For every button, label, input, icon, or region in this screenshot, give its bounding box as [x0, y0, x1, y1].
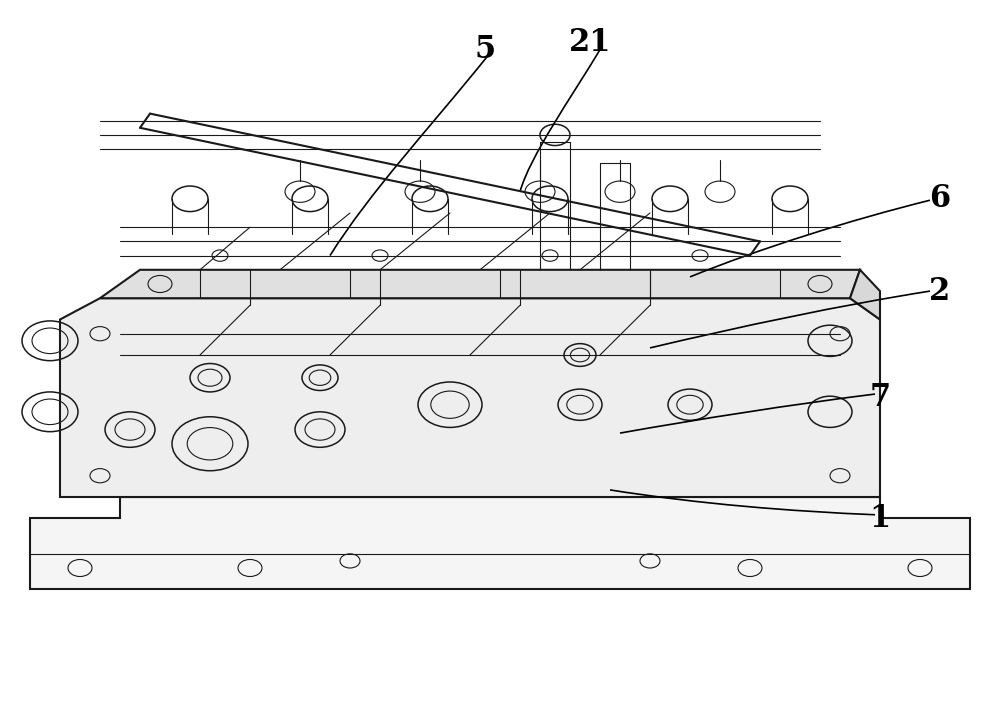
Text: 5: 5	[474, 34, 496, 65]
Text: 2: 2	[929, 275, 951, 307]
Polygon shape	[60, 298, 880, 497]
Text: 1: 1	[869, 503, 891, 534]
Polygon shape	[100, 270, 860, 298]
Polygon shape	[850, 270, 880, 320]
Text: 21: 21	[569, 27, 611, 58]
Text: 6: 6	[929, 183, 951, 214]
Text: 7: 7	[869, 382, 891, 413]
Polygon shape	[30, 497, 970, 589]
